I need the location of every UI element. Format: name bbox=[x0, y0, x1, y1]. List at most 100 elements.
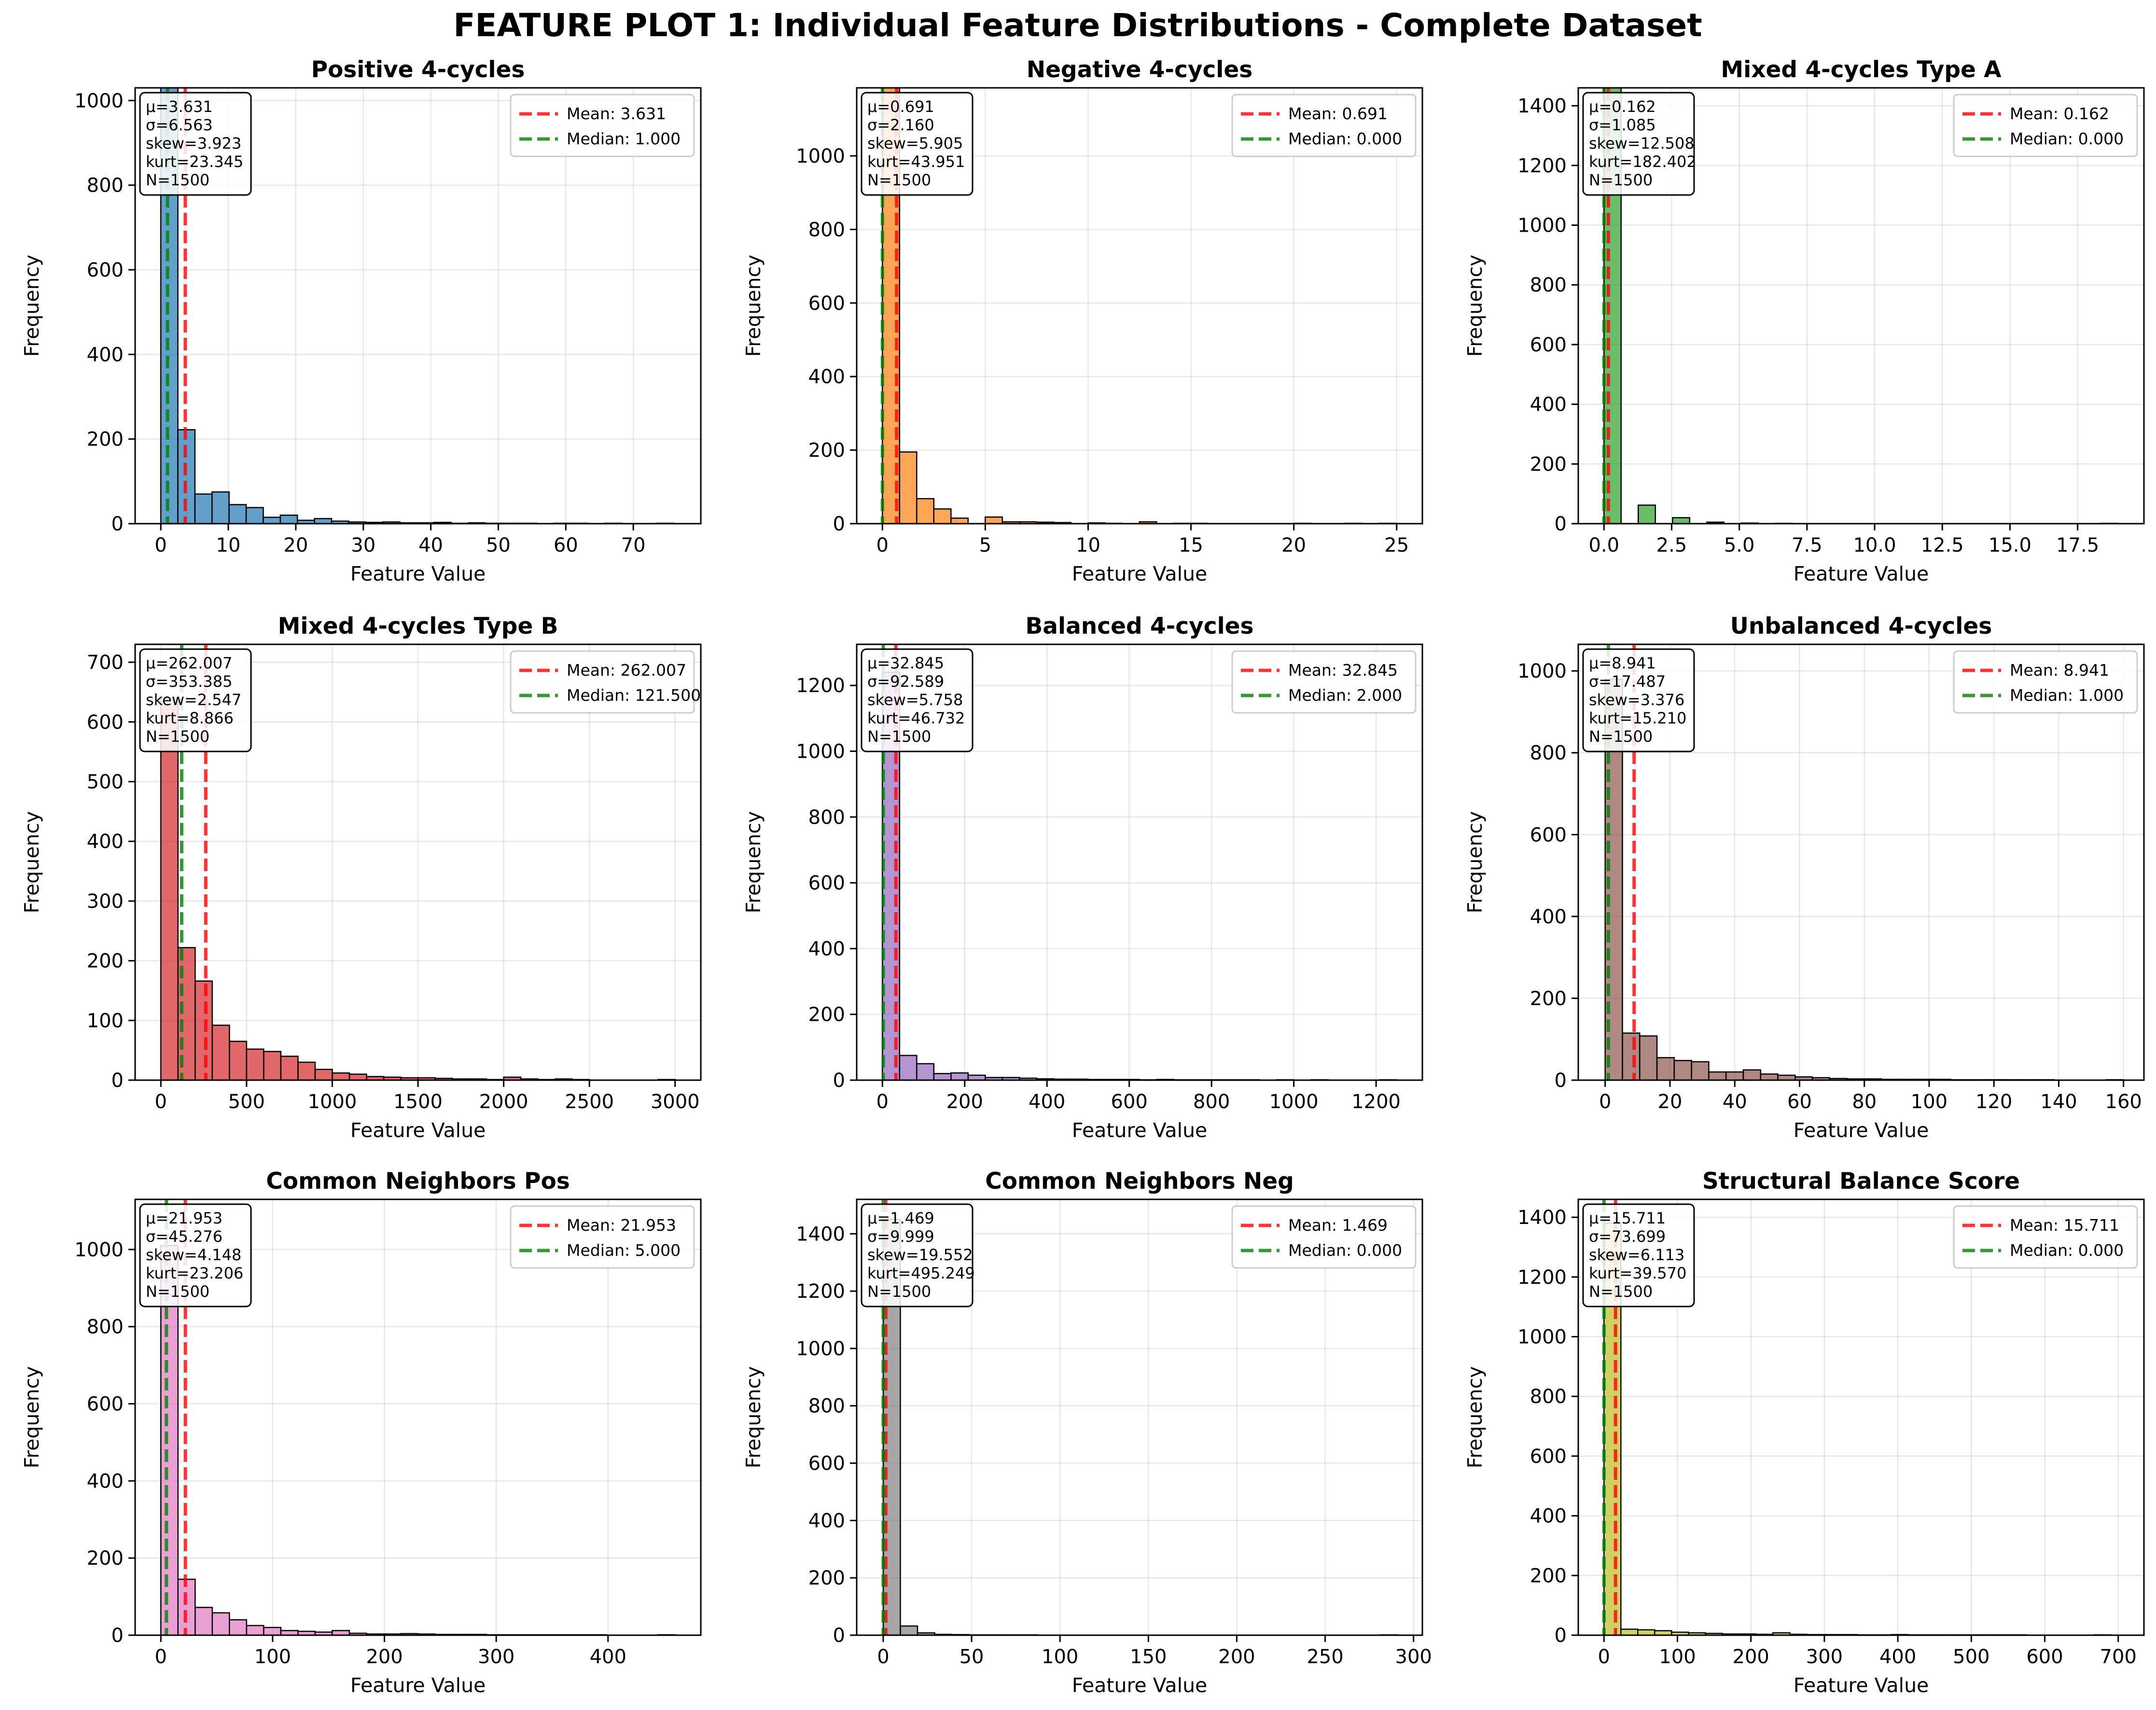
y-tick-label: 600 bbox=[87, 1393, 124, 1416]
histogram-bar bbox=[211, 491, 230, 524]
y-tick-label: 0 bbox=[1555, 1625, 1567, 1647]
y-tick-label: 400 bbox=[808, 1510, 845, 1532]
x-tick-label: 500 bbox=[1953, 1646, 1989, 1668]
x-tick-label: 0 bbox=[877, 1646, 889, 1668]
y-tick-label: 400 bbox=[808, 938, 845, 960]
legend-box bbox=[510, 1205, 695, 1269]
y-axis-label: Frequency bbox=[1463, 255, 1487, 357]
histogram-bar bbox=[1672, 517, 1691, 524]
histogram-bar bbox=[279, 514, 298, 524]
axes-frame bbox=[1577, 87, 2145, 525]
y-tick-label: 400 bbox=[1530, 1505, 1567, 1528]
x-tick-label: 80 bbox=[1852, 1091, 1877, 1113]
y-tick-label: 200 bbox=[1530, 987, 1567, 1010]
x-tick-label: 30 bbox=[351, 534, 376, 556]
stats-line: kurt=15.210 bbox=[1589, 709, 1686, 727]
x-tick-label: 600 bbox=[2026, 1646, 2063, 1668]
histogram-bar bbox=[1637, 1629, 1655, 1635]
x-tick-label: 150 bbox=[1130, 1646, 1167, 1668]
histogram-bar bbox=[211, 1024, 230, 1080]
stats-line: kurt=23.345 bbox=[146, 153, 243, 171]
stats-box bbox=[139, 92, 252, 196]
x-tick-label: 400 bbox=[1029, 1091, 1065, 1113]
y-tick-label: 600 bbox=[1530, 824, 1567, 846]
stats-line: N=1500 bbox=[146, 727, 209, 746]
x-tick-label: 40 bbox=[1723, 1091, 1747, 1113]
x-tick-label: 1000 bbox=[1269, 1091, 1319, 1113]
y-tick-label: 400 bbox=[1530, 394, 1567, 416]
y-axis-label: Frequency bbox=[742, 255, 765, 357]
y-tick-label: 0 bbox=[1555, 513, 1567, 535]
x-axis-label: Feature Value bbox=[1794, 1119, 1929, 1142]
stats-line: kurt=182.402 bbox=[1589, 153, 1697, 171]
stats-box bbox=[861, 92, 974, 196]
stats-line: skew=6.113 bbox=[1589, 1246, 1684, 1264]
x-tick-label: 5 bbox=[979, 534, 991, 556]
histogram-bar bbox=[1639, 1035, 1658, 1080]
x-tick-label: 3000 bbox=[651, 1091, 700, 1113]
legend-median-label: Median: 5.000 bbox=[567, 1241, 681, 1260]
legend-box bbox=[510, 650, 695, 714]
stats-line: N=1500 bbox=[1589, 1282, 1653, 1301]
y-tick-label: 700 bbox=[87, 652, 124, 674]
y-axis-label: Frequency bbox=[742, 1366, 765, 1469]
chart-panel-4: 0 500 1000 1500 2000 2500 3000 0 100 200 300 400 500… bbox=[20, 613, 702, 1142]
legend-median-label: Median: 0.000 bbox=[1288, 129, 1402, 148]
stats-line: N=1500 bbox=[1589, 727, 1653, 746]
legend-median-label: Median: 0.000 bbox=[2010, 1241, 2124, 1260]
y-axis-label: Frequency bbox=[742, 811, 765, 914]
histogram-bar bbox=[245, 507, 264, 524]
y-tick-label: 200 bbox=[87, 1547, 124, 1570]
x-tick-label: 0 bbox=[1598, 1646, 1610, 1668]
stats-line: σ=45.276 bbox=[146, 1227, 223, 1246]
legend-box bbox=[1231, 650, 1417, 714]
x-tick-label: 20 bbox=[1658, 1091, 1683, 1113]
legend-mean-label: Mean: 32.845 bbox=[1288, 661, 1398, 680]
histogram-bar bbox=[1620, 1628, 1639, 1635]
stats-box bbox=[861, 648, 974, 752]
legend-box bbox=[1231, 94, 1417, 157]
y-axis-label: Frequency bbox=[20, 811, 43, 914]
x-tick-label: 0 bbox=[155, 1646, 167, 1668]
stats-line: σ=6.563 bbox=[146, 116, 213, 134]
x-tick-label: 800 bbox=[1193, 1091, 1230, 1113]
x-tick-label: 50 bbox=[960, 1646, 984, 1668]
stats-line: σ=17.487 bbox=[1589, 672, 1666, 691]
y-tick-label: 600 bbox=[808, 872, 845, 894]
y-tick-label: 0 bbox=[1555, 1070, 1567, 1092]
histogram-bar bbox=[263, 1627, 282, 1635]
axes-frame bbox=[856, 643, 1423, 1081]
x-tick-label: 0.0 bbox=[1588, 534, 1619, 556]
histogram-bar bbox=[985, 516, 1003, 524]
y-tick-label: 1000 bbox=[796, 1338, 845, 1360]
histogram-bar bbox=[246, 1048, 264, 1080]
axes-frame bbox=[1577, 643, 2145, 1081]
stats-box bbox=[139, 1203, 252, 1307]
legend-median-label: Median: 121.500 bbox=[567, 686, 701, 705]
x-tick-label: 2.5 bbox=[1656, 534, 1687, 556]
y-axis-label: Frequency bbox=[20, 1366, 43, 1469]
y-tick-label: 0 bbox=[833, 1625, 845, 1647]
y-tick-label: 600 bbox=[1530, 334, 1567, 356]
histogram-bar bbox=[1691, 1061, 1710, 1080]
y-tick-label: 200 bbox=[808, 440, 845, 462]
x-tick-label: 15 bbox=[1179, 534, 1203, 556]
stats-line: N=1500 bbox=[146, 171, 209, 189]
histogram-bar bbox=[228, 504, 247, 524]
x-tick-label: 10 bbox=[1076, 534, 1100, 556]
x-tick-label: 300 bbox=[478, 1646, 515, 1668]
x-tick-label: 0 bbox=[154, 534, 167, 556]
stats-line: σ=92.589 bbox=[867, 672, 944, 691]
histogram-bar bbox=[195, 980, 213, 1080]
stats-line: μ=21.953 bbox=[146, 1209, 223, 1227]
stats-line: μ=262.007 bbox=[146, 654, 233, 672]
x-axis-label: Feature Value bbox=[1794, 562, 1929, 585]
y-tick-label: 800 bbox=[1530, 274, 1567, 296]
legend-box bbox=[1953, 1205, 2138, 1269]
y-tick-label: 600 bbox=[1530, 1446, 1567, 1468]
stats-line: N=1500 bbox=[1589, 171, 1653, 189]
x-tick-label: 15.0 bbox=[1989, 534, 2031, 556]
y-tick-label: 300 bbox=[87, 890, 124, 913]
stats-line: kurt=8.866 bbox=[146, 709, 234, 727]
histogram-bar bbox=[967, 1074, 986, 1080]
